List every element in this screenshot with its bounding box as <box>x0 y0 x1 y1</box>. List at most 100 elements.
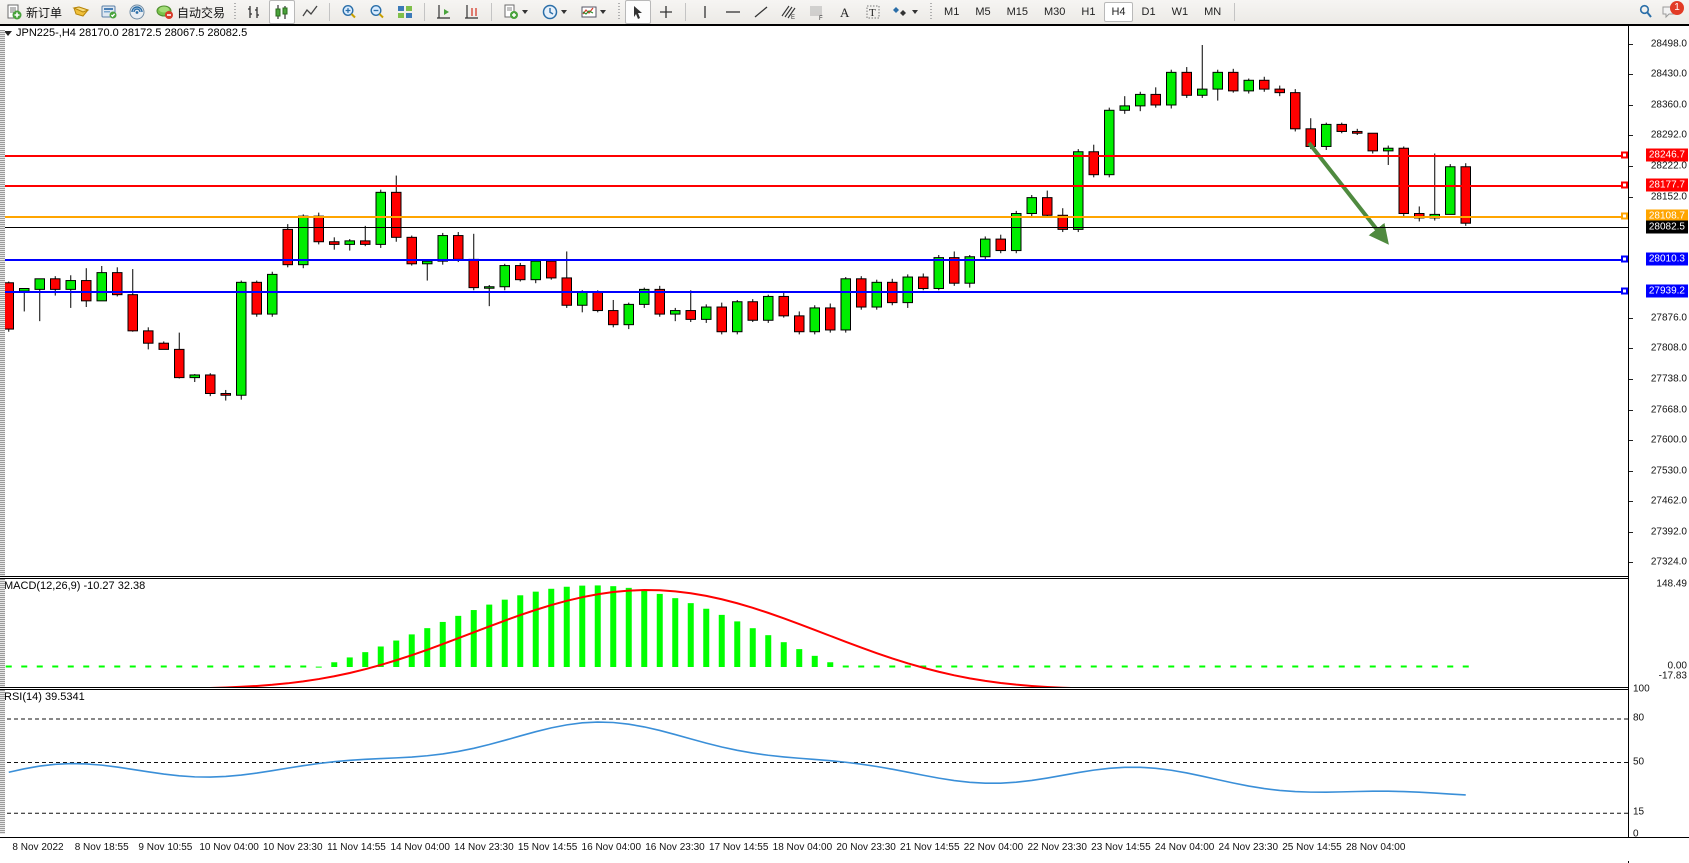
indicators-icon <box>580 3 598 21</box>
rsi-pane[interactable]: RSI(14) 39.5341 <box>0 689 1689 834</box>
rsi-pane-handle[interactable] <box>0 690 5 834</box>
price-tick-mark <box>1629 501 1633 503</box>
chevron-down-icon[interactable] <box>912 10 919 14</box>
timeframe-h1[interactable]: H1 <box>1081 6 1096 18</box>
price-label-support-2[interactable]: 27939.2 <box>1645 284 1688 298</box>
price-label-pivot[interactable]: 28108.7 <box>1645 209 1688 223</box>
time-tick-label: 9 Nov 10:55 <box>138 842 193 853</box>
price-tick-label: 28292.0 <box>1650 129 1687 141</box>
price-line-resistance-2[interactable] <box>0 185 1629 188</box>
price-pane-handle[interactable] <box>0 30 5 576</box>
zoom-out-button[interactable] <box>364 0 390 24</box>
price-tick-label: 27462.0 <box>1650 495 1687 507</box>
price-label-last-price[interactable]: 28082.5 <box>1645 220 1688 234</box>
timeframe-mn[interactable]: MN <box>1204 6 1222 18</box>
price-label-resistance-1[interactable]: 28246.7 <box>1645 148 1688 162</box>
price-line-handle-resistance-1[interactable] <box>1621 151 1628 159</box>
timeframe-m5[interactable]: M5 <box>975 6 991 18</box>
text-label-tool[interactable]: T <box>860 0 886 24</box>
mql5-community-button[interactable] <box>68 0 94 24</box>
time-tick-label: 11 Nov 14:55 <box>327 842 386 853</box>
vps-button[interactable] <box>124 0 150 24</box>
periodicity-button[interactable] <box>537 0 574 24</box>
text-icon: A <box>836 3 854 21</box>
rsi-label: RSI(14) 39.5341 <box>4 691 85 703</box>
template-icon <box>502 3 520 21</box>
down-arrow-annotation[interactable] <box>0 30 1629 577</box>
price-tick-mark <box>1629 165 1633 167</box>
toolbar-separator-8 <box>1234 3 1236 21</box>
crosshair-tool[interactable] <box>653 0 679 24</box>
price-tick-mark <box>1629 379 1633 381</box>
tile-windows-button[interactable] <box>392 0 418 24</box>
toolbar-right-group: 1 <box>1637 1 1689 21</box>
price-line-support-1[interactable] <box>0 259 1629 262</box>
timeframe-m30[interactable]: M30 <box>1044 6 1066 18</box>
rsi-tick-label: 0 <box>1633 828 1639 840</box>
chevron-down-icon[interactable] <box>561 10 568 14</box>
chart-menu-triangle-icon[interactable] <box>4 30 12 36</box>
time-axis[interactable]: 8 Nov 2022 8 Nov 18:55 9 Nov 10:55 10 Nov 0… <box>0 837 1689 861</box>
line-chart-button[interactable] <box>297 0 323 24</box>
price-tick-mark <box>1629 318 1633 320</box>
timeframe-w1[interactable]: W1 <box>1171 6 1189 18</box>
candlestick-series <box>3 44 1471 401</box>
price-label-resistance-2[interactable]: 28177.7 <box>1645 178 1688 192</box>
chart-header: JPN225-,H4 28170.0 28172.5 28067.5 28082… <box>0 26 247 40</box>
price-tick-mark <box>1629 532 1633 533</box>
rsi-tick-label: 80 <box>1633 712 1645 724</box>
trendline-tool[interactable] <box>748 0 774 24</box>
price-pane[interactable] <box>0 30 1689 577</box>
chart-shift-button[interactable] <box>459 0 485 24</box>
cursor-tool[interactable] <box>625 0 652 24</box>
price-label-support-1[interactable]: 28010.3 <box>1645 252 1688 266</box>
new-order-button[interactable]: 新订单 <box>1 0 66 24</box>
price-line-handle-resistance-2[interactable] <box>1621 181 1628 189</box>
crosshair-icon <box>657 3 675 21</box>
chart-window[interactable]: JPN225-,H4 28170.0 28172.5 28067.5 28082… <box>0 24 1689 863</box>
equidistant-channel-tool[interactable]: E <box>776 0 802 24</box>
price-line-pivot[interactable] <box>0 215 1629 218</box>
vertical-line-tool[interactable] <box>692 0 718 24</box>
algo-trading-button[interactable]: 自动交易 <box>152 0 229 24</box>
price-line-last-price[interactable] <box>0 227 1629 229</box>
rsi-tick-label: 50 <box>1633 756 1645 767</box>
price-tick-label: 28222.0 <box>1650 160 1687 172</box>
price-line-support-2[interactable] <box>0 290 1629 293</box>
price-tick-label: 28498.0 <box>1650 38 1687 50</box>
price-axis[interactable]: 28498.0 28430.0 28360.0 28292.0 28222.0 28152… <box>1628 26 1689 863</box>
text-tool[interactable]: A <box>832 0 858 24</box>
fibonacci-tool[interactable]: F <box>804 0 830 24</box>
price-tick-mark <box>1629 410 1633 412</box>
timeframe-h4[interactable]: H4 <box>1104 2 1133 22</box>
price-tick-mark <box>1629 562 1633 563</box>
horizontal-line-tool[interactable] <box>720 0 746 24</box>
auto-scroll-button[interactable] <box>431 0 457 24</box>
shapes-tool[interactable] <box>888 0 925 24</box>
timeframe-m15[interactable]: M15 <box>1006 6 1028 18</box>
timeframe-d1[interactable]: D1 <box>1141 6 1156 18</box>
candlestick-chart-button[interactable] <box>269 0 296 24</box>
price-line-handle-support-2[interactable] <box>1621 287 1628 295</box>
macd-pane[interactable]: MACD(12,26,9) -10.27 32.38 <box>0 578 1689 688</box>
trendline-icon <box>752 3 770 21</box>
indicators-button[interactable] <box>576 0 613 24</box>
price-tick-mark <box>1629 440 1633 442</box>
price-line-resistance-1[interactable] <box>0 154 1629 157</box>
vps-icon <box>128 3 146 21</box>
chevron-down-icon[interactable] <box>522 10 529 14</box>
time-tick-label: 28 Nov 04:00 <box>1345 842 1406 853</box>
bar-chart-icon <box>245 3 263 21</box>
price-line-handle-support-1[interactable] <box>1621 255 1628 263</box>
time-tick-label: 22 Nov 04:00 <box>963 842 1024 853</box>
zoom-in-button[interactable] <box>336 0 362 24</box>
timeframe-m1[interactable]: M1 <box>944 6 960 18</box>
macd-pane-handle[interactable] <box>0 579 5 687</box>
templates-button[interactable] <box>498 0 535 24</box>
notifications-icon[interactable]: 1 <box>1661 1 1684 21</box>
signals-button[interactable] <box>96 0 122 24</box>
price-line-handle-pivot[interactable] <box>1621 212 1628 220</box>
search-icon[interactable] <box>1637 3 1655 21</box>
bar-chart-button[interactable] <box>241 0 267 24</box>
chevron-down-icon[interactable] <box>600 10 607 14</box>
